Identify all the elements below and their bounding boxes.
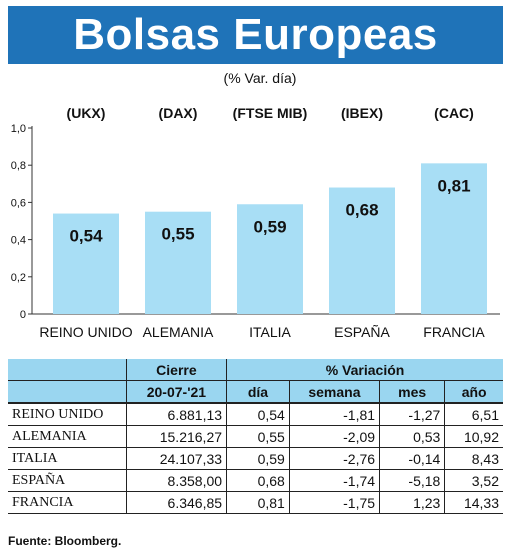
table-cell-value: -1,81 bbox=[288, 403, 380, 426]
header-cierre: Cierre bbox=[125, 359, 227, 381]
table-cell-value: 8,43 bbox=[444, 447, 503, 470]
header-blank-2 bbox=[8, 380, 127, 404]
title-banner: Bolsas Europeas bbox=[8, 6, 503, 64]
category-label: ESPAÑA bbox=[334, 324, 390, 340]
table-cell-country: ESPAÑA bbox=[8, 469, 127, 492]
table-cell-value: 6,51 bbox=[444, 403, 503, 426]
table-cell-country: FRANCIA bbox=[8, 491, 127, 514]
index-code-label: (IBEX) bbox=[341, 105, 383, 121]
header-variacion: % Variación bbox=[226, 359, 503, 381]
table-row: ESPAÑA 8.358,00 0,68 -1,74 -5,18 3,52 bbox=[8, 469, 503, 492]
bar bbox=[329, 187, 395, 314]
table-cell-country: ALEMANIA bbox=[8, 425, 127, 448]
table-cell-country: ITALIA bbox=[8, 447, 127, 470]
table-cell-value: 0,59 bbox=[226, 447, 290, 470]
header-date: 20-07-'21 bbox=[125, 380, 227, 404]
table-header-row-2: 20-07-'21 día semana mes año bbox=[8, 380, 503, 404]
bar-value-label: 0,81 bbox=[437, 176, 470, 195]
category-label: ALEMANIA bbox=[143, 324, 214, 340]
table-cell-value: 10,92 bbox=[444, 425, 503, 448]
index-code-label: (UKX) bbox=[67, 105, 106, 121]
table-cell-value: -0,14 bbox=[379, 447, 445, 470]
bar bbox=[53, 213, 119, 314]
y-tick-label: 0,2 bbox=[11, 272, 26, 284]
bar-chart: 0 0,2 0,4 0,6 0,8 1,0 0,54 (UKX) REINO UNIDO 0,55… bbox=[11, 105, 500, 340]
table-cell-value: 14,33 bbox=[444, 491, 503, 514]
table-header-row-1: Cierre % Variación bbox=[8, 359, 503, 381]
table-cell-value: 0,54 bbox=[226, 403, 290, 426]
data-table: Cierre % Variación 20-07-'21 día semana … bbox=[8, 359, 503, 514]
table-row: REINO UNIDO 6.881,13 0,54 -1,81 -1,27 6,51 bbox=[8, 403, 503, 426]
bar bbox=[145, 211, 211, 314]
table-cell-value: 6.346,85 bbox=[125, 491, 227, 514]
bar bbox=[237, 204, 303, 314]
table-cell-value: -2,09 bbox=[288, 425, 380, 448]
bar bbox=[421, 163, 487, 314]
header-semana: semana bbox=[288, 380, 380, 404]
y-tick-label: 0 bbox=[20, 309, 26, 321]
y-tick-label: 1,0 bbox=[11, 123, 26, 135]
table-row: FRANCIA 6.346,85 0,81 -1,75 1,23 14,33 bbox=[8, 491, 503, 514]
table-cell-value: -1,75 bbox=[288, 491, 380, 514]
category-label: ITALIA bbox=[249, 324, 291, 340]
table-cell-value: 0,53 bbox=[379, 425, 445, 448]
bar-value-label: 0,55 bbox=[161, 225, 194, 244]
header-blank bbox=[8, 359, 127, 381]
chart-title: Bolsas Europeas bbox=[73, 10, 438, 59]
chart-subtitle: (% Var. día) bbox=[223, 70, 297, 86]
bar-value-label: 0,59 bbox=[253, 217, 286, 236]
y-tick-label: 0,4 bbox=[11, 235, 26, 247]
index-code-label: (CAC) bbox=[434, 105, 474, 121]
bar-value-label: 0,68 bbox=[345, 201, 378, 220]
y-tick-label: 0,8 bbox=[11, 160, 26, 172]
table-cell-value: 0,55 bbox=[226, 425, 290, 448]
table-cell-value: 6.881,13 bbox=[125, 403, 227, 426]
table-cell-value: 3,52 bbox=[444, 469, 503, 492]
bar-value-label: 0,54 bbox=[69, 227, 103, 246]
index-code-label: (FTSE MIB) bbox=[233, 105, 308, 121]
header-ano: año bbox=[444, 380, 503, 404]
index-code-label: (DAX) bbox=[159, 105, 198, 121]
table-cell-value: 0,81 bbox=[226, 491, 290, 514]
y-tick-label: 0,6 bbox=[11, 197, 26, 209]
header-mes: mes bbox=[379, 380, 445, 404]
category-label: REINO UNIDO bbox=[39, 324, 132, 340]
table-row: ITALIA 24.107,33 0,59 -2,76 -0,14 8,43 bbox=[8, 447, 503, 470]
table-cell-value: 15.216,27 bbox=[125, 425, 227, 448]
table-row: ALEMANIA 15.216,27 0,55 -2,09 0,53 10,92 bbox=[8, 425, 503, 448]
table-cell-value: 8.358,00 bbox=[125, 469, 227, 492]
table-cell-value: -2,76 bbox=[288, 447, 380, 470]
category-label: FRANCIA bbox=[423, 324, 485, 340]
table-cell-value: 1,23 bbox=[379, 491, 445, 514]
table-cell-value: -1,27 bbox=[379, 403, 445, 426]
source-note: Fuente: Bloomberg. bbox=[8, 534, 122, 548]
table-body: REINO UNIDO 6.881,13 0,54 -1,81 -1,27 6,51 ALE… bbox=[8, 403, 503, 514]
table-cell-value: -1,74 bbox=[288, 469, 380, 492]
header-dia: día bbox=[226, 380, 290, 404]
data-table-wrapper: Cierre % Variación 20-07-'21 día semana … bbox=[8, 359, 503, 514]
table-cell-value: 24.107,33 bbox=[125, 447, 227, 470]
table-cell-value: -5,18 bbox=[379, 469, 445, 492]
table-cell-value: 0,68 bbox=[226, 469, 290, 492]
table-cell-country: REINO UNIDO bbox=[8, 403, 127, 426]
